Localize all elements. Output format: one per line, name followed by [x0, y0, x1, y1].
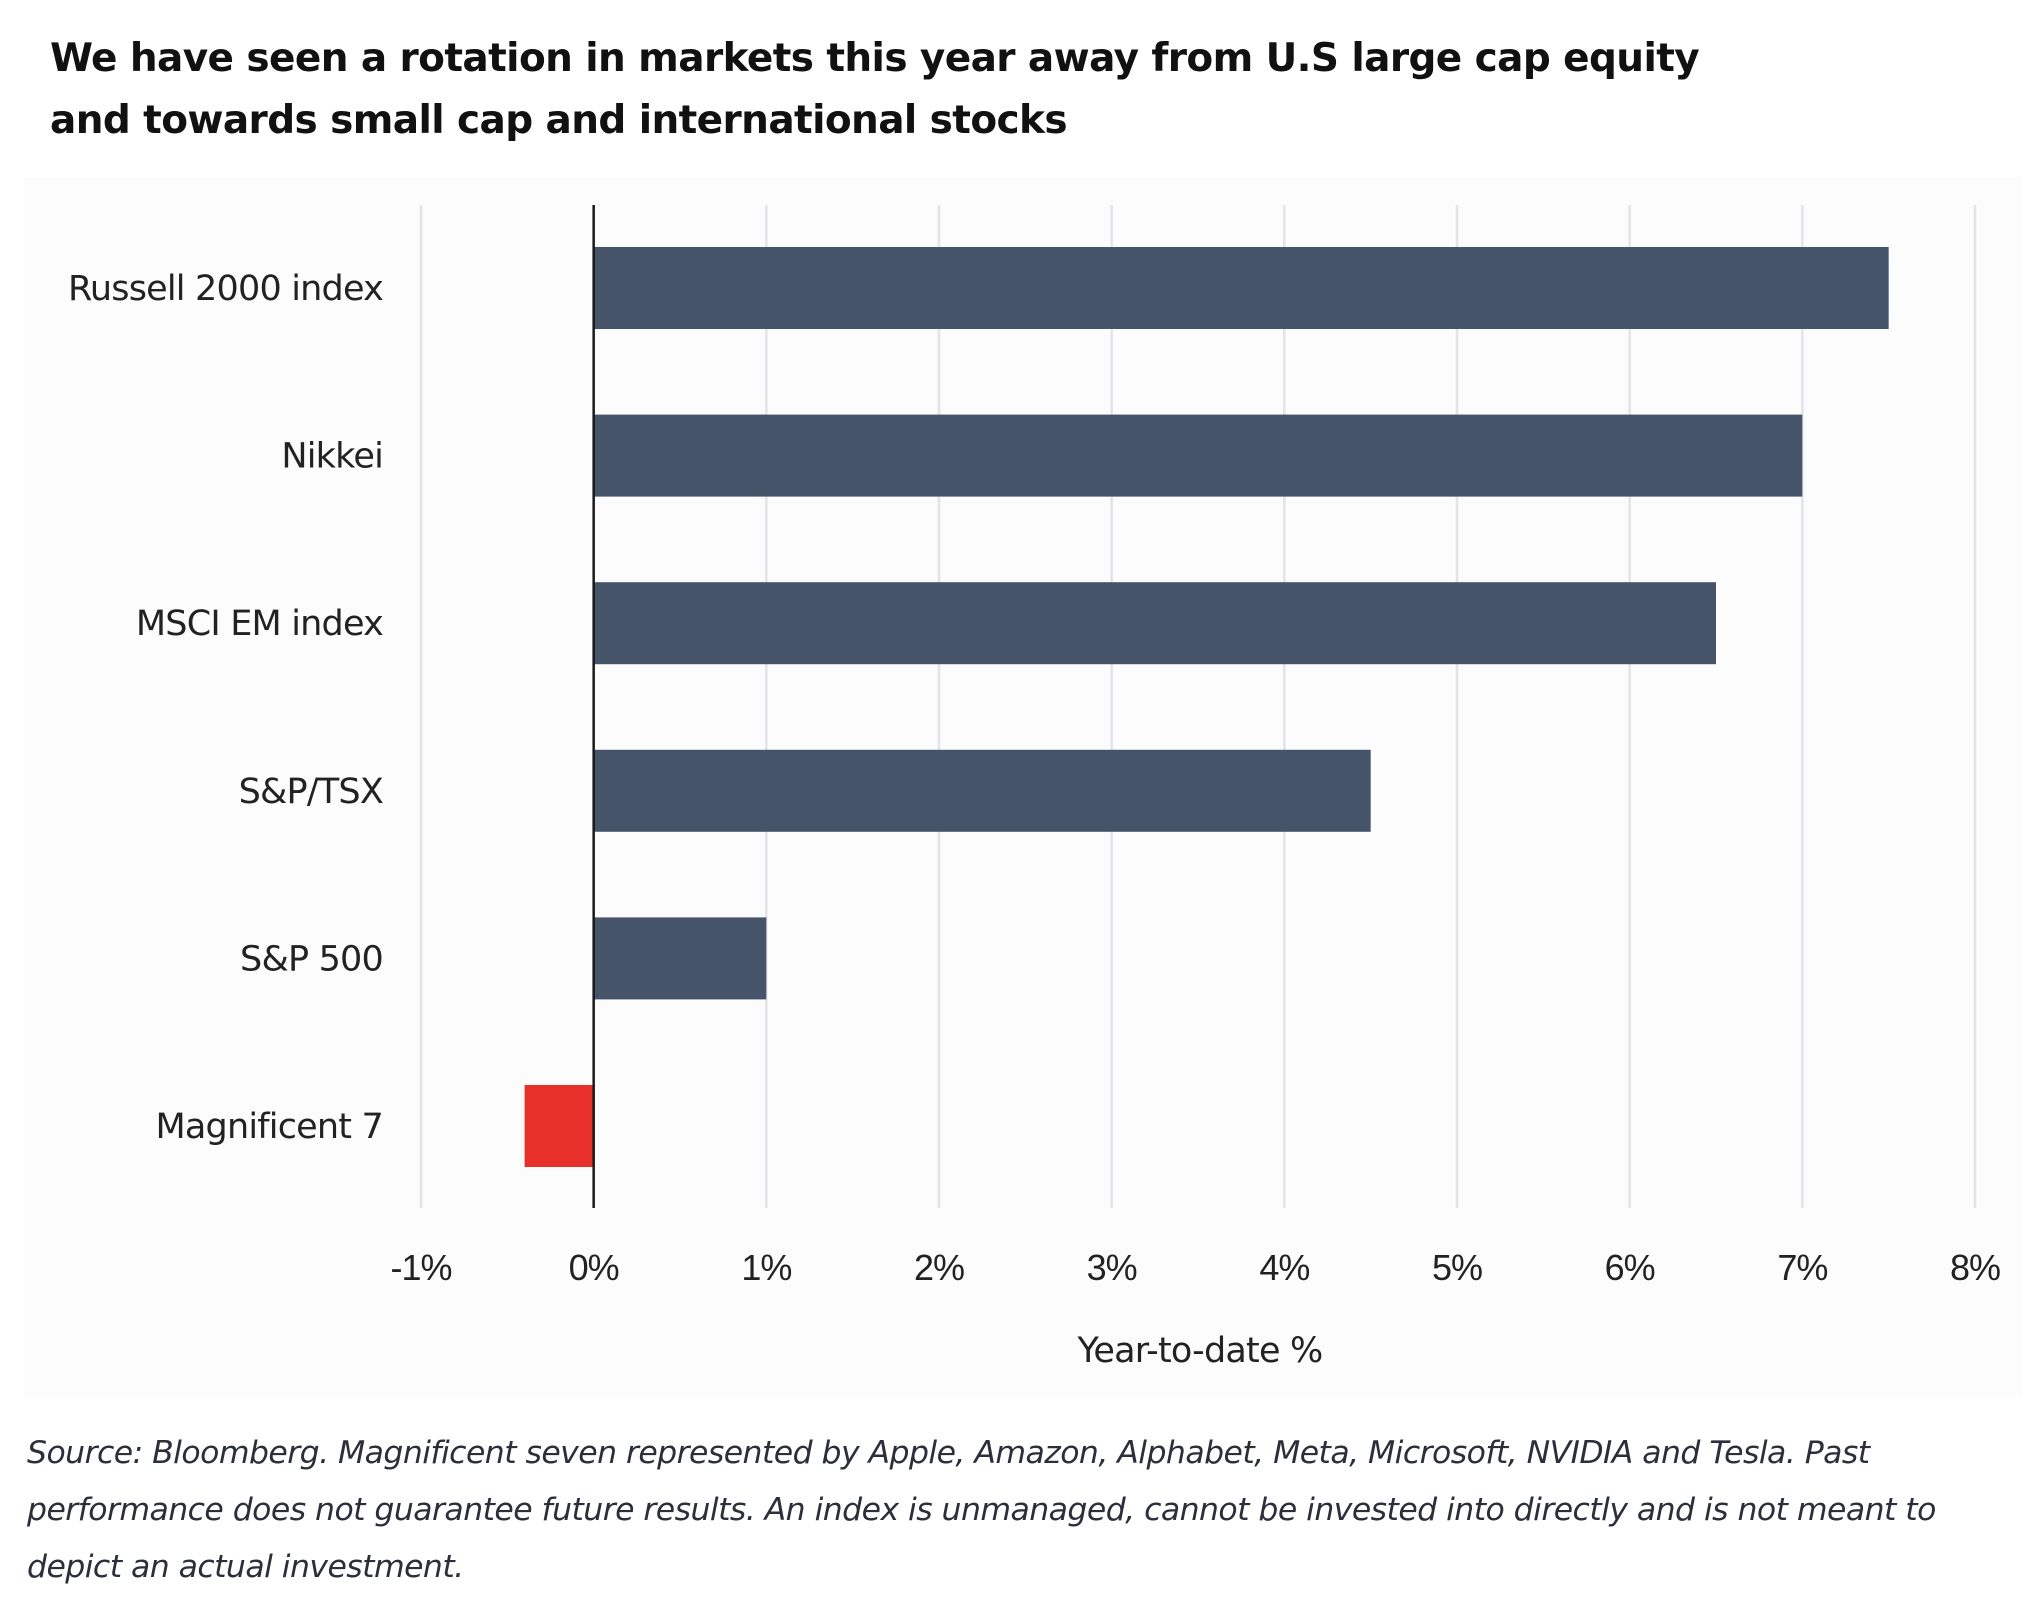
chart-title: We have seen a rotation in markets this … [50, 28, 1700, 152]
chart-title-line-1: We have seen a rotation in markets this … [50, 36, 1700, 81]
category-label: MSCI EM index [136, 604, 383, 644]
x-tick-label: 8% [1950, 1247, 2000, 1288]
x-tick-label: 5% [1432, 1247, 1482, 1288]
x-axis-title: Year-to-date % [1076, 1331, 1322, 1371]
x-tick-label: 4% [1259, 1247, 1309, 1288]
x-tick-label: 1% [741, 1247, 791, 1288]
x-tick-label: -1% [390, 1247, 451, 1288]
bar-s-p-tsx [593, 749, 1371, 832]
gridlines [419, 205, 1977, 1208]
bar-magnificent-7 [524, 1085, 594, 1167]
chart-title-line-2: and towards small cap and international … [50, 98, 1068, 143]
x-tick-label: 6% [1605, 1247, 1655, 1288]
source-footnote: Source: Bloomberg. Magnificent seven rep… [27, 1435, 1936, 1585]
x-tick-label: 7% [1777, 1247, 1827, 1288]
x-tick-label: 3% [1087, 1247, 1137, 1288]
bars [524, 247, 1889, 1167]
category-label: Nikkei [281, 437, 383, 477]
bar-nikkei [593, 414, 1803, 497]
x-tick-label: 2% [914, 1247, 964, 1288]
category-labels: Russell 2000 index Nikkei MSCI EM index S&P… [68, 269, 384, 1147]
x-tick-label: 0% [569, 1247, 619, 1288]
category-label: S&P/TSX [239, 772, 383, 812]
bar-s-p-500 [593, 917, 767, 1000]
category-label: S&P 500 [240, 939, 383, 979]
category-label: Magnificent 7 [156, 1107, 384, 1147]
bar-russell-2000-index [593, 247, 1889, 329]
bar-chart: Russell 2000 index Nikkei MSCI EM index S&P… [68, 205, 2001, 1371]
bar-msci-em-index [593, 582, 1716, 665]
category-label: Russell 2000 index [68, 269, 383, 309]
x-tick-labels: -1% 0% 1% 2% 3% 4% 5% 6% 7% 8% [390, 1247, 2001, 1288]
